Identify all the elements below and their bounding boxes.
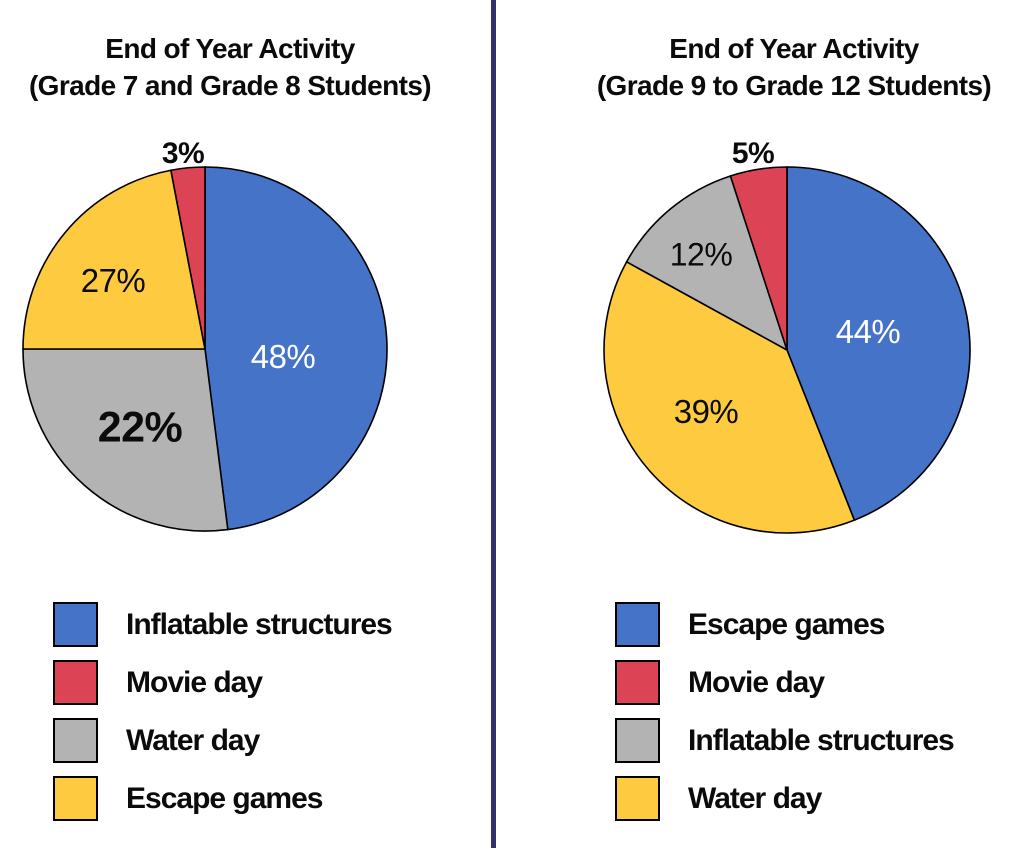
slice-percent-label: 39% — [673, 393, 739, 430]
legend-label: Inflatable structures — [126, 607, 393, 641]
legend-label: Inflatable structures — [688, 723, 955, 757]
slice-percent-label: 27% — [80, 262, 146, 299]
legend-label: Water day — [126, 723, 260, 757]
slice-percent-label: 22% — [97, 403, 183, 452]
legend-item: Inflatable structures — [615, 718, 955, 763]
chart-title-line: (Grade 9 to Grade 12 Students) — [596, 70, 992, 101]
pie-slice — [786, 166, 971, 522]
pie-slice — [22, 169, 206, 350]
legend-label: Water day — [688, 781, 822, 815]
chart-title-line: End of Year Activity — [105, 33, 355, 64]
legend-item: Movie day — [615, 660, 954, 705]
legend-swatch — [53, 660, 98, 705]
legend-label: Movie day — [126, 665, 263, 699]
legend-swatch — [615, 660, 660, 705]
slice-percent-label: 48% — [250, 338, 316, 375]
pie-chart-right — [603, 166, 971, 534]
legend-right: Escape games Movie day Inflatable struct… — [615, 602, 955, 834]
legend-swatch — [615, 776, 660, 821]
legend-item: Water day — [615, 776, 954, 821]
slice-percent-label: 12% — [669, 236, 733, 273]
pie-slice — [729, 166, 788, 351]
slice-percent-label: 3% — [161, 137, 205, 170]
pie-chart-left — [22, 166, 388, 532]
legend-swatch — [615, 718, 660, 763]
legend-swatch — [53, 776, 98, 821]
legend-item: Water day — [53, 718, 392, 763]
legend-swatch — [615, 602, 660, 647]
chart-title-line: End of Year Activity — [669, 33, 919, 64]
legend-item: Escape games — [53, 776, 392, 821]
pie-slice — [603, 260, 856, 534]
panel-divider — [491, 0, 496, 848]
legend-swatch — [53, 602, 98, 647]
legend-label: Movie day — [688, 665, 825, 699]
legend-left: Inflatable structures Movie day Water da… — [53, 602, 393, 834]
legend-swatch — [53, 718, 98, 763]
chart-title-line: (Grade 7 and Grade 8 Students) — [28, 70, 432, 101]
pie-slice — [625, 174, 789, 352]
legend-label: Escape games — [126, 781, 323, 815]
slice-percent-label: 5% — [731, 137, 775, 170]
legend-label: Escape games — [688, 607, 885, 641]
legend-item: Inflatable structures — [53, 602, 393, 647]
chart-title-right: End of Year Activity (Grade 9 to Grade 1… — [574, 30, 1014, 104]
pie-slice — [22, 348, 229, 532]
legend-item: Escape games — [615, 602, 954, 647]
pie-slice — [169, 166, 206, 350]
legend-item: Movie day — [53, 660, 392, 705]
pie-slice — [204, 166, 388, 531]
chart-title-left: End of Year Activity (Grade 7 and Grade … — [10, 30, 450, 104]
slice-percent-label: 44% — [835, 313, 901, 350]
